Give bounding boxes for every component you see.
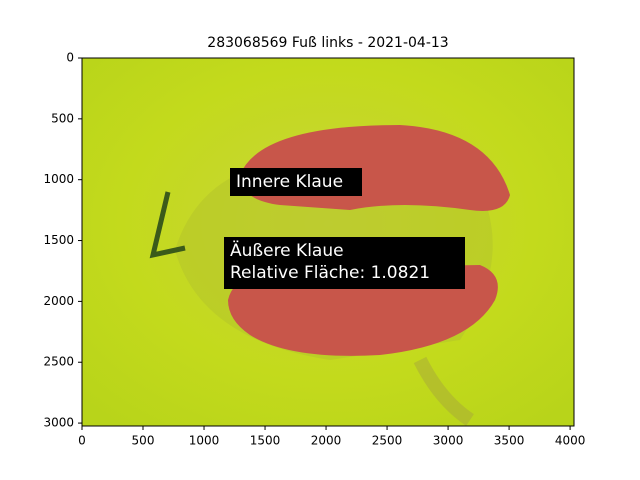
x-tick-label: 2500 [372,434,403,448]
x-tick-label: 1500 [250,434,281,448]
annotation-box [230,168,362,196]
axes-frame [81,57,575,427]
annotation: Äußere Klaue [230,240,344,261]
annotations: Innere Klaue Äußere Klaue Relative Fläch… [224,168,465,289]
x-tick-label: 3000 [433,434,464,448]
x-tick-label: 2000 [311,434,342,448]
annotation: Innere Klaue [236,172,343,192]
x-tick-label: 4000 [555,434,586,448]
y-tick-label: 3000 [43,416,74,430]
y-tick-label: 0 [66,51,74,65]
annotation-box [224,237,465,289]
x-tick-label: 1000 [189,434,220,448]
x-tick-label: 0 [78,434,86,448]
y-tick-label: 500 [51,111,74,125]
x-tick-label: 500 [132,434,155,448]
annotation: Relative Fläche: 1.0821 [230,263,430,283]
y-tick-label: 1500 [43,233,74,247]
y-tick-label: 2000 [43,294,74,308]
y-tick-label: 1000 [43,172,74,186]
y-tick-label: 2500 [43,355,74,369]
x-tick-label: 3500 [494,434,525,448]
chart-title: 283068569 Fuß links - 2021-04-13 [207,35,448,51]
